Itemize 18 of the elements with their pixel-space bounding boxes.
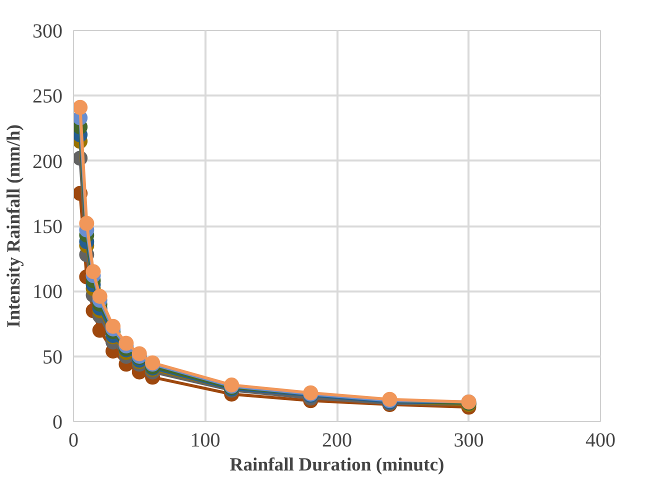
y-tick-label: 150: [32, 216, 62, 238]
point: [74, 100, 88, 115]
x-tick-label: 0: [68, 430, 78, 452]
y-tick-label: 200: [32, 150, 62, 173]
x-tick-label: 400: [586, 430, 616, 452]
y-tick-label: 250: [32, 86, 62, 108]
x-tick-label: 200: [322, 430, 352, 452]
point: [79, 216, 94, 231]
x-tick-label: 300: [454, 430, 484, 452]
y-tick-label: 300: [32, 20, 62, 42]
point: [92, 288, 108, 304]
y-tick-label: 50: [42, 346, 62, 368]
x-tick-label: 100: [190, 430, 220, 452]
y-tick-label: 100: [32, 281, 62, 304]
y-tick-label: 0: [52, 412, 62, 434]
y-axis-title: Intensity Rainfall (mm/h): [4, 124, 24, 328]
point: [86, 264, 101, 280]
x-axis-title: Rainfall Duration (minutc): [230, 454, 444, 476]
